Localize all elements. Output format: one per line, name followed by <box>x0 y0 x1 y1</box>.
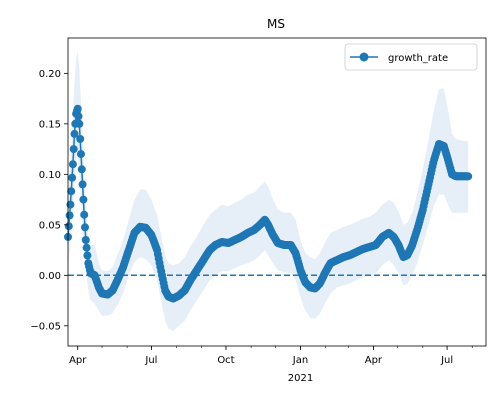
confidence-band <box>68 51 469 331</box>
y-tick-label: 0.10 <box>39 170 61 181</box>
x-tick-label: Apr <box>69 355 87 366</box>
growth-rate-point <box>64 222 73 231</box>
growth-rate-point <box>75 119 84 128</box>
y-tick-label: 0.20 <box>39 69 61 80</box>
growth-rate-point <box>68 173 77 182</box>
y-tick-label: 0.15 <box>39 119 61 130</box>
legend: growth_rate <box>344 43 478 71</box>
x-tick-label: Jul <box>440 355 453 366</box>
growth-rate-point <box>77 165 86 174</box>
growth-rate-point <box>73 104 82 113</box>
growth-rate-point <box>69 145 78 154</box>
growth-rate-point <box>77 150 85 159</box>
x-tick-label: Apr <box>365 355 383 366</box>
y-axis: −0.05 0.00 0.05 0.10 0.15 0.20 <box>30 69 68 332</box>
y-tick-label: 0.05 <box>39 220 61 231</box>
growth-rate-point <box>80 210 89 219</box>
growth-rate-point <box>82 243 91 252</box>
growth-rate-point <box>79 195 88 204</box>
x-axis: Apr Jul Oct Jan 2021 Apr Jul <box>69 346 473 384</box>
growth-rate-point <box>81 223 89 232</box>
growth-rate-point <box>81 236 90 244</box>
y-tick-label: 0.00 <box>39 271 61 282</box>
axes-frame <box>67 37 487 347</box>
x-tick-label: Jan <box>292 355 308 366</box>
growth-rate-point <box>76 135 85 143</box>
y-tick-label: −0.05 <box>30 321 61 332</box>
x-tick-year-label: 2021 <box>288 373 313 384</box>
growth-rate-point <box>83 251 92 260</box>
growth-rate-point <box>74 112 83 121</box>
plot-area <box>64 51 486 331</box>
growth-rate-markers <box>64 104 473 303</box>
growth-rate-point <box>65 211 74 220</box>
growth-rate-point <box>67 187 76 196</box>
x-tick-label: Jul <box>144 355 157 366</box>
legend-label: growth_rate <box>388 53 448 64</box>
chart-title: MS <box>267 17 285 31</box>
x-tick-label: Oct <box>217 355 234 366</box>
legend-marker-swatch <box>359 52 369 62</box>
growth-rate-point <box>70 129 79 138</box>
legend-box <box>344 43 478 71</box>
growth-rate-point <box>464 172 473 181</box>
growth-rate-point <box>78 180 87 189</box>
growth-rate-point <box>68 160 77 169</box>
